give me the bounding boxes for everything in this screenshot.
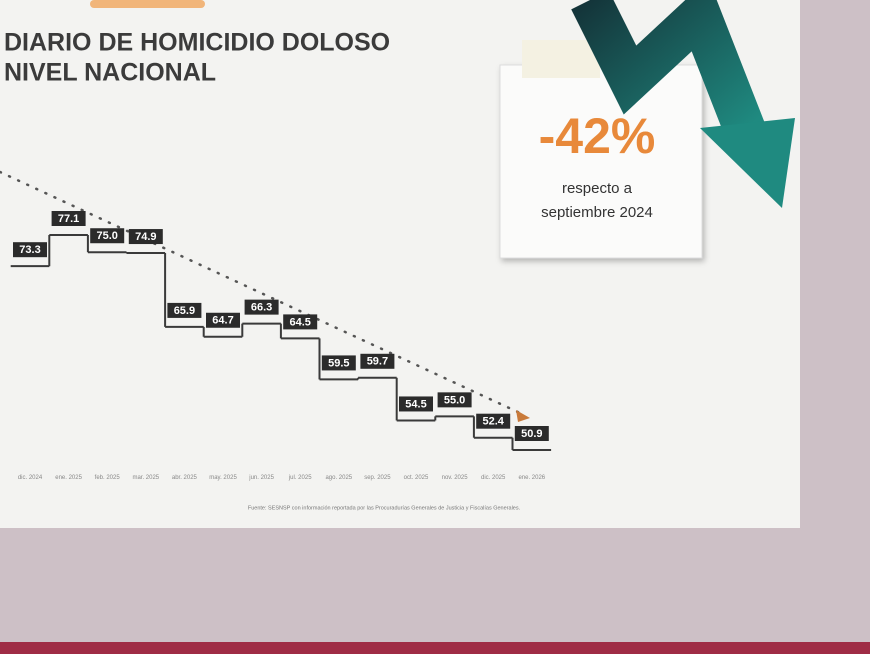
callout-text: respecto a — [562, 180, 633, 197]
x-tick-label: sep. 2025 — [364, 475, 391, 481]
value-label: 73.3 — [19, 244, 40, 256]
value-label: 75.0 — [96, 230, 117, 242]
value-label-box — [321, 355, 356, 371]
value-label: 74.9 — [135, 231, 156, 243]
value-label: 59.7 — [367, 356, 388, 368]
tape — [522, 40, 600, 78]
value-label: 54.5 — [405, 398, 426, 410]
x-tick-label: dic. 2025 — [481, 475, 506, 481]
callout-text: septiembre 2024 — [541, 204, 653, 221]
x-tick-label: ago. 2025 — [325, 475, 353, 481]
x-tick-label: ene. 2025 — [55, 475, 82, 481]
x-tick-label: dic. 2024 — [17, 475, 43, 481]
value-label: 50.9 — [521, 428, 542, 440]
value-label-box — [13, 242, 47, 258]
value-label: 65.9 — [174, 305, 195, 317]
callout-value: -42% — [539, 108, 656, 164]
value-label-box — [167, 302, 202, 318]
source-note: Fuente: SESNSP con información reportada… — [248, 505, 521, 511]
header-tab — [90, 0, 205, 8]
value-label: 55.0 — [444, 394, 465, 406]
value-label: 52.4 — [482, 416, 504, 428]
chart-title: DIARIO DE HOMICIDIO DOLOSO — [4, 29, 390, 57]
value-label-box — [51, 211, 86, 226]
value-label-box — [283, 314, 318, 330]
decline-arrowhead — [700, 118, 795, 208]
value-label-box — [128, 229, 163, 245]
value-label-box — [244, 299, 279, 315]
x-tick-label: ene. 2026 — [518, 475, 546, 481]
bottom-strip — [0, 642, 870, 654]
x-tick-label: may. 2025 — [209, 475, 237, 481]
decline-arrow — [571, 0, 765, 138]
x-tick-label: feb. 2025 — [94, 475, 120, 481]
value-label: 66.3 — [251, 302, 272, 314]
x-tick-label: jun. 2025 — [249, 475, 274, 481]
value-label-box — [476, 413, 511, 429]
trend-arrowhead — [516, 410, 530, 422]
value-label-box — [399, 396, 433, 412]
x-tick-label: nov. 2025 — [441, 475, 468, 481]
x-tick-label: jul. 2025 — [288, 475, 312, 481]
value-label-box — [514, 426, 549, 441]
x-tick-label: abr. 2025 — [171, 475, 197, 481]
x-tick-label: mar. 2025 — [132, 475, 160, 481]
value-label: 59.5 — [328, 357, 349, 369]
value-label: 64.5 — [289, 316, 310, 328]
value-label: 64.7 — [212, 315, 233, 327]
x-tick-label: oct. 2025 — [403, 475, 429, 481]
value-label-box — [360, 353, 395, 369]
value-label-box — [206, 312, 240, 328]
chart-subtitle: NIVEL NACIONAL — [4, 59, 216, 87]
value-label-box — [90, 228, 125, 244]
value-label-box — [437, 392, 472, 408]
value-label: 77.1 — [58, 213, 79, 225]
